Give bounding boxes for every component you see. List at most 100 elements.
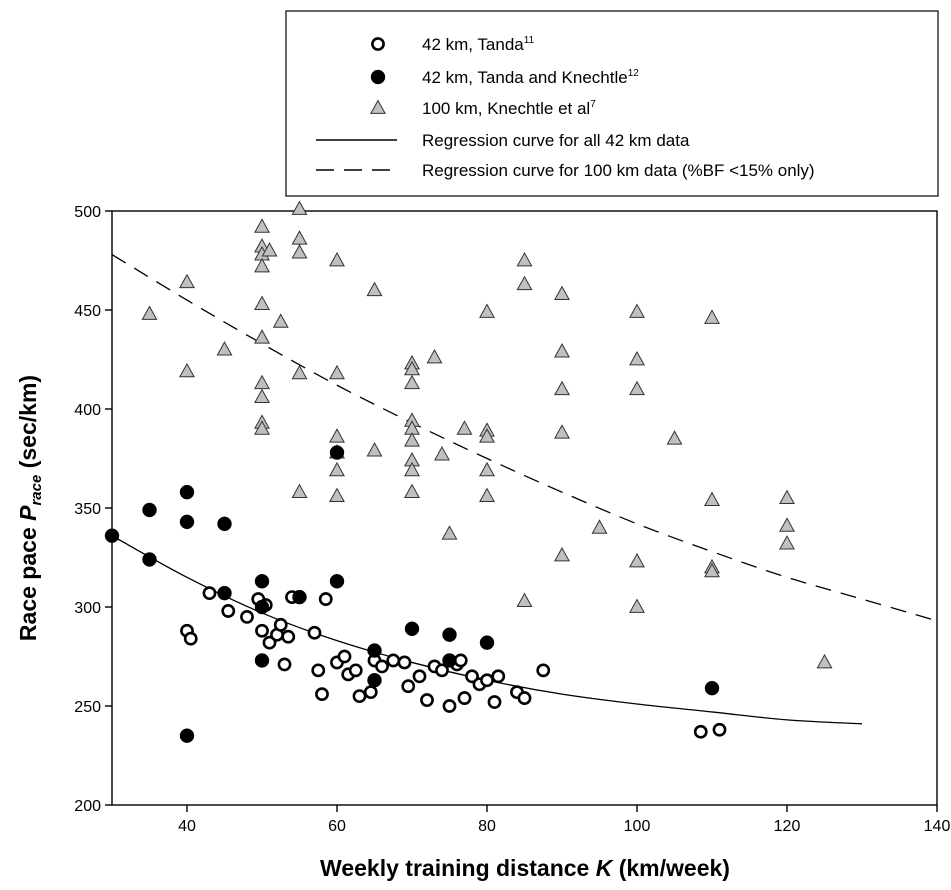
data-point-100km — [426, 348, 443, 364]
data-point-100km — [366, 281, 383, 297]
legend-label-text: 100 km, Knechtle et al — [422, 99, 590, 118]
data-point-42km-tanda — [183, 631, 198, 646]
data-point-100km — [554, 285, 570, 301]
x-tick-label: 80 — [478, 818, 496, 835]
y-axis-title-text-1: Race pace — [15, 521, 41, 641]
legend-label: Regression curve for all 42 km data — [422, 131, 690, 150]
data-point-42km-tanda-knechtle — [292, 589, 307, 605]
data-point-42km-tanda — [240, 610, 254, 624]
data-point-100km — [666, 430, 683, 445]
x-tick-label: 120 — [774, 818, 801, 835]
data-point-42km-tanda — [315, 687, 329, 702]
data-point-42km-tanda — [453, 653, 468, 668]
data-point-100km — [329, 487, 345, 503]
legend-label-citation: 12 — [628, 68, 640, 79]
legend-label: 42 km, Tanda11 — [422, 35, 535, 54]
data-point-42km-tanda-knechtle — [142, 502, 157, 518]
data-point-100km — [554, 380, 570, 396]
legend-label-text: Regression curve for all 42 km data — [422, 131, 690, 150]
data-point-100km — [404, 461, 420, 477]
data-point-100km — [291, 364, 308, 380]
legend: 42 km, Tanda11 42 km, Tanda and Knechtle1… — [285, 10, 939, 197]
data-point-42km-tanda — [352, 689, 367, 703]
legend-label: 42 km, Tanda and Knechtle12 — [422, 68, 639, 87]
data-point-100km — [329, 461, 345, 477]
data-point-42km-tanda-knechtle — [367, 643, 382, 658]
data-point-100km — [366, 442, 383, 457]
data-point-42km-tanda — [348, 663, 363, 678]
data-point-100km — [404, 483, 420, 499]
y-axis: 200 250 300 350 400 450 500 — [74, 204, 112, 815]
data-point-42km-tanda — [536, 663, 551, 678]
data-point-100km — [291, 244, 308, 259]
data-point-100km — [704, 562, 720, 578]
y-tick-label: 500 — [74, 204, 101, 221]
legend-label-citation: 11 — [524, 35, 535, 46]
data-point-42km-tanda — [318, 592, 333, 606]
data-point-42km-tanda-knechtle — [704, 680, 720, 696]
data-point-42km-tanda — [375, 659, 389, 674]
regression-curve-100km — [112, 254, 937, 622]
data-point-42km-tanda-knechtle — [217, 516, 232, 532]
data-point-42km-tanda-knechtle — [254, 599, 270, 615]
data-point-100km — [479, 303, 495, 318]
y-tick-label: 450 — [74, 303, 101, 320]
data-point-42km-tanda — [337, 649, 352, 664]
data-point-42km-tanda — [693, 724, 708, 739]
legend-box — [285, 10, 939, 197]
data-point-100km — [479, 487, 495, 503]
data-point-100km — [291, 200, 308, 215]
legend-entry: Regression curve for 100 km data (%BF <1… — [316, 161, 815, 180]
data-point-100km — [434, 446, 450, 461]
data-point-42km-tanda — [457, 691, 472, 705]
legend-symbol-open-circle — [371, 37, 385, 51]
data-point-42km-tanda-knechtle — [179, 484, 195, 500]
data-point-100km — [441, 525, 458, 540]
legend-entry: 42 km, Tanda and Knechtle12 — [370, 68, 639, 87]
data-point-42km-tanda — [712, 722, 727, 737]
data-point-42km-tanda-knechtle — [329, 445, 345, 460]
data-point-42km-tanda-knechtle — [404, 621, 420, 637]
x-axis-title-text-1: Weekly training distance — [320, 855, 596, 881]
data-point-100km — [516, 251, 533, 267]
data-point-100km — [591, 519, 608, 534]
data-point-100km — [704, 491, 720, 506]
legend-label-citation: 7 — [590, 99, 596, 110]
data-point-100km — [179, 273, 195, 289]
data-point-42km-tanda — [281, 629, 296, 644]
x-tick-label: 140 — [924, 818, 951, 835]
data-point-42km-tanda — [221, 604, 236, 618]
data-point-100km — [272, 313, 289, 328]
data-point-42km-tanda-knechtle — [479, 635, 495, 650]
data-point-100km — [329, 364, 345, 380]
data-point-42km-tanda — [435, 663, 449, 678]
plot-area — [111, 210, 938, 806]
data-point-42km-tanda-knechtle — [329, 574, 345, 589]
data-point-100km — [554, 546, 570, 562]
data-point-42km-tanda-knechtle — [442, 653, 457, 668]
data-point-100km — [254, 218, 270, 233]
x-tick-label: 40 — [178, 818, 196, 835]
data-point-100km — [291, 230, 308, 245]
y-tick-label: 350 — [74, 501, 101, 518]
data-point-42km-tanda-knechtle — [254, 574, 270, 589]
legend-label-text: 42 km, Tanda — [422, 35, 524, 54]
data-point-100km — [216, 341, 233, 356]
data-point-42km-tanda — [491, 669, 506, 684]
legend-entry: 42 km, Tanda11 — [371, 35, 535, 54]
data-point-100km — [404, 432, 420, 447]
data-point-100km — [254, 295, 270, 310]
data-point-42km-tanda — [480, 673, 494, 688]
legend-label-text: Regression curve for 100 km data (%BF <1… — [422, 161, 815, 180]
data-point-100km — [179, 362, 195, 378]
data-point-42km-tanda-knechtle — [254, 653, 270, 668]
x-tick-label: 100 — [624, 818, 651, 835]
x-axis-title-variable: K — [596, 855, 614, 881]
data-point-42km-tanda — [487, 695, 502, 709]
y-axis-title: Race pace Prace (sec/km) — [15, 375, 45, 641]
data-point-42km-tanda — [386, 653, 401, 668]
data-point-42km-tanda — [401, 679, 416, 694]
legend-entry: Regression curve for all 42 km data — [316, 131, 690, 150]
data-point-42km-tanda — [517, 691, 532, 705]
data-point-42km-tanda-knechtle — [442, 627, 457, 642]
